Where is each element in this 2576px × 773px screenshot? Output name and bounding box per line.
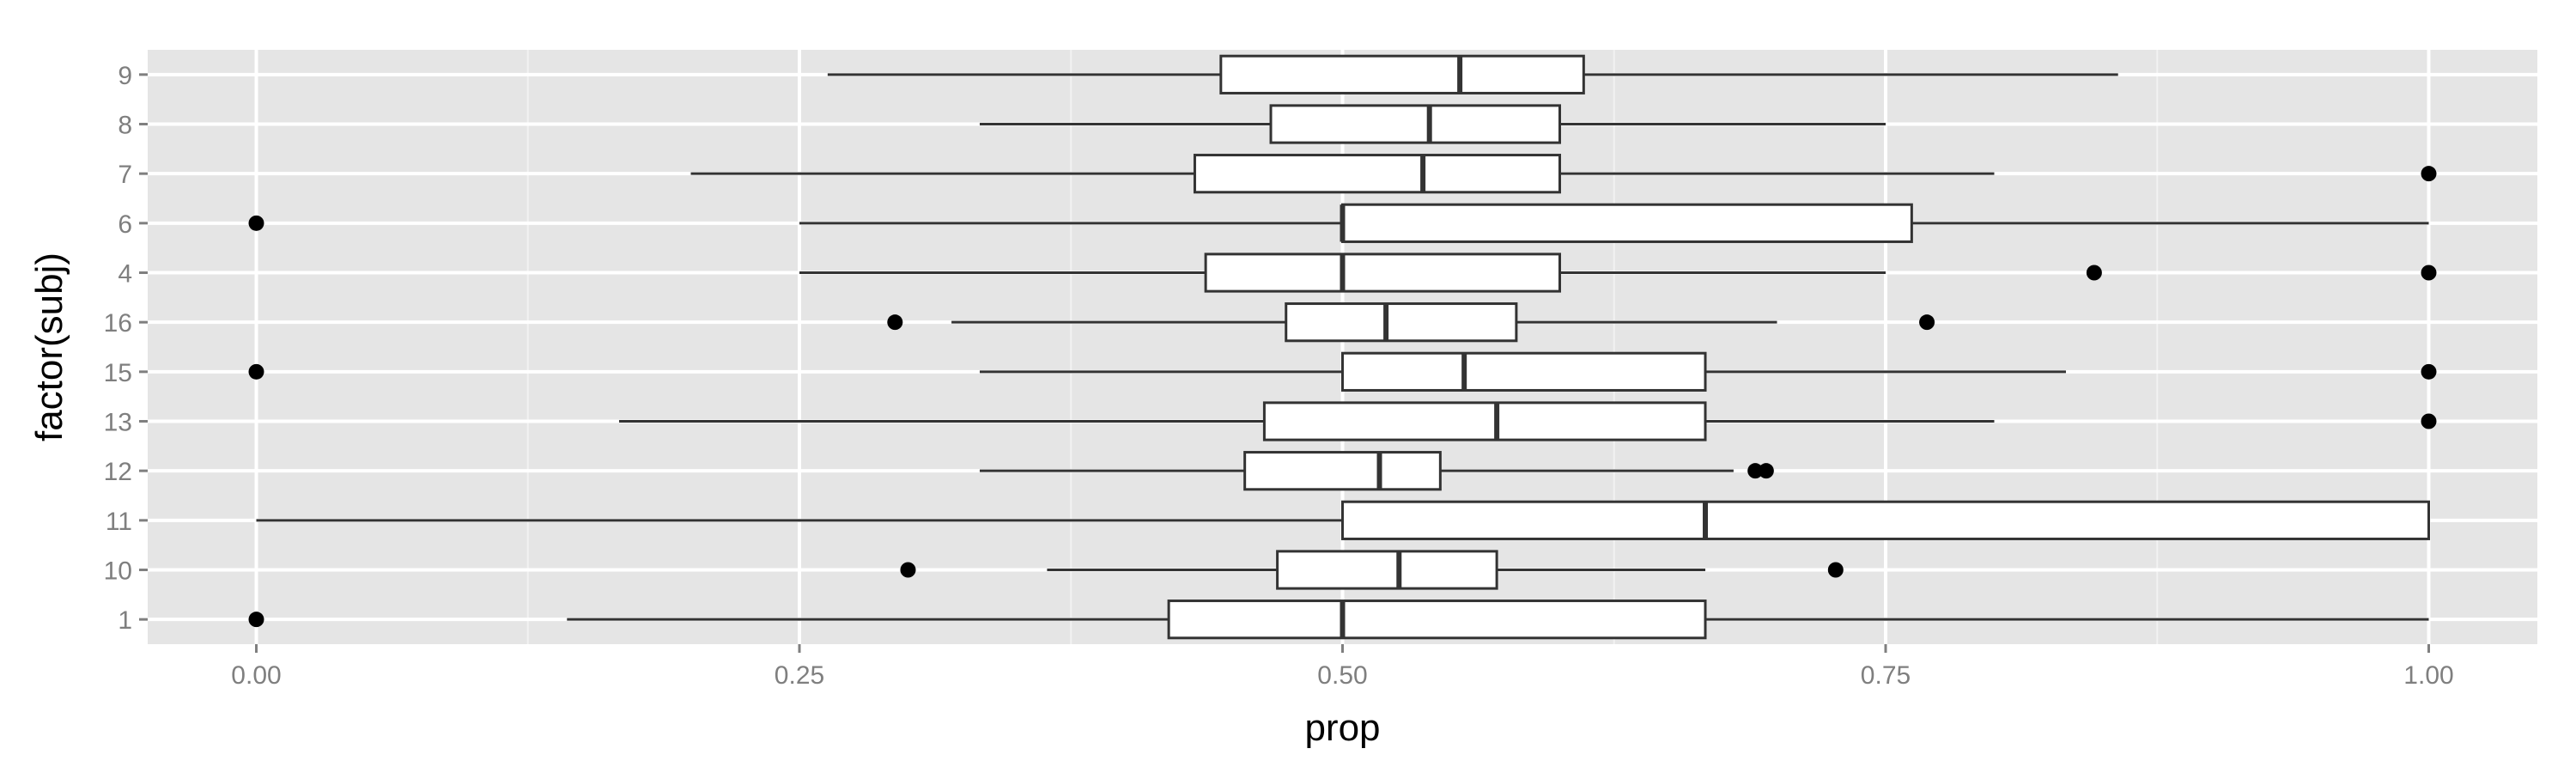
y-tick-label: 4 [118,260,132,289]
box-iqr [1285,302,1518,343]
outlier-point [248,363,264,380]
y-tick-label: 11 [106,508,132,536]
y-tick-label: 10 [104,557,132,586]
y-tick-label: 16 [104,309,132,338]
box-group-9 [827,54,2118,94]
box-iqr [1276,550,1498,590]
y-tick-label: 8 [118,112,132,140]
x-axis-title: prop [1304,707,1380,749]
y-axis-title: factor(subj) [28,253,70,441]
box-group-10 [900,550,1844,590]
box-iqr [1262,401,1707,441]
outlier-point [1758,463,1774,479]
box-iqr [1167,600,1707,640]
outlier-point [2421,166,2437,182]
axes: 1 10 11 12 13 15 16 4 6 7 8 9 0.00 0.25 0.50 0.75 1.00 [104,62,2454,690]
box-group-11 [256,500,2430,540]
outlier-point [1747,463,1764,479]
outlier-point [2086,265,2102,281]
x-tick-label: 1.00 [2403,661,2453,690]
box-iqr [1341,351,1707,392]
y-tick-label: 15 [104,359,132,387]
y-tick-label: 13 [104,409,132,437]
box-group-16 [887,302,1935,343]
box-iqr [1204,253,1561,293]
y-tick-label: 12 [104,458,132,486]
box-group-8 [979,104,1886,144]
outlier-point [248,612,264,628]
y-tick-label: 6 [118,210,132,239]
outlier-point [2421,363,2437,380]
x-tick-label: 0.25 [775,661,824,690]
box-group-13 [619,401,2437,441]
box-iqr [1219,54,1585,94]
outlier-point [887,314,903,331]
box-marks [248,54,2437,640]
box-iqr [1341,203,1913,243]
x-tick-label: 0.50 [1317,661,1367,690]
box-iqr [1193,154,1561,194]
x-tick-label: 0.75 [1861,661,1911,690]
y-tick-label: 9 [118,62,132,90]
box-group-15 [248,351,2437,392]
x-tick-label: 0.00 [231,661,281,690]
outlier-point [2421,413,2437,429]
box-group-6 [248,203,2429,243]
outlier-point [900,562,916,578]
outlier-point [248,215,264,231]
box-group-12 [979,451,1774,491]
box-iqr [1269,104,1561,144]
y-tick-label: 1 [118,606,132,635]
box-iqr [1243,451,1442,491]
box-group-7 [690,154,2437,194]
outlier-point [1827,562,1844,578]
y-tick-label: 7 [118,161,132,189]
outlier-point [1919,314,1935,331]
outlier-point [2421,265,2437,281]
box-group-1 [248,600,2429,640]
box-group-4 [799,253,2437,293]
box-iqr [1341,500,2430,540]
